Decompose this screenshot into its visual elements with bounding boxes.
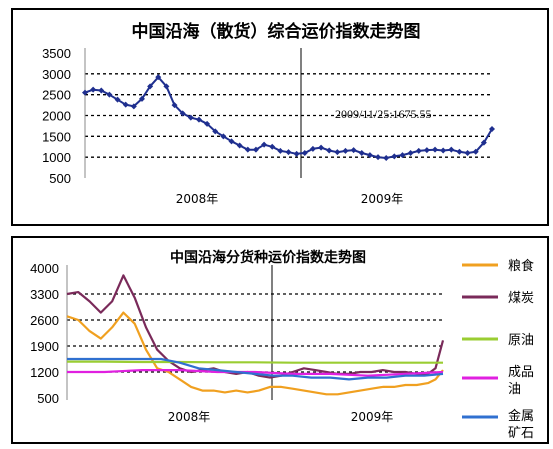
- cargo-index-chart-panel: [11, 236, 549, 444]
- data-point: [122, 101, 129, 108]
- series-line-原油: [67, 360, 443, 364]
- series-line-金属矿石: [67, 357, 444, 381]
- chart1-xtick-2009: 2009年: [361, 192, 404, 206]
- data-point: [212, 128, 219, 135]
- ytick-label-1500: 1500: [42, 129, 71, 144]
- chart2-legend: 粮食 煤炭 原油 成品 油 金属 矿石: [462, 258, 534, 441]
- ytick-label-4000: 4000: [30, 261, 59, 276]
- series-line-成品油: [67, 369, 444, 377]
- data-point: [342, 147, 349, 154]
- data-point: [407, 150, 414, 156]
- data-point: [350, 147, 357, 154]
- legend-label-metal-ore-line2: 矿石: [508, 426, 534, 441]
- chart2-series: [66, 274, 445, 396]
- legend-label-crude-oil: 原油: [508, 333, 534, 348]
- data-point: [98, 87, 105, 94]
- data-point: [366, 152, 373, 159]
- data-point: [82, 89, 88, 96]
- chart1-grid: [85, 73, 492, 158]
- ytick-label-1200: 1200: [30, 365, 59, 380]
- chart2-grid: [67, 293, 443, 373]
- data-point: [415, 147, 422, 154]
- data-point: [204, 120, 211, 127]
- ytick-label-3000: 3000: [42, 67, 71, 82]
- ytick-label-2600: 2600: [30, 313, 59, 328]
- chart1-y-axis: 3500 3000 2500 2000 1500 1000 500: [42, 46, 71, 186]
- data-point: [269, 143, 276, 150]
- data-point: [277, 147, 284, 154]
- data-point: [480, 139, 487, 146]
- chart2-xtick-2009: 2009年: [351, 410, 394, 424]
- ytick-label-1000: 1000: [42, 150, 71, 165]
- data-point: [432, 146, 439, 153]
- data-point: [358, 150, 365, 156]
- data-point: [130, 103, 137, 110]
- data-point: [106, 91, 113, 98]
- data-point: [391, 153, 398, 160]
- data-point: [261, 141, 268, 148]
- legend-label-refined-oil-line1: 成品: [508, 365, 534, 380]
- data-point: [464, 150, 471, 156]
- data-point: [179, 110, 186, 117]
- data-point: [155, 74, 162, 81]
- data-point: [163, 83, 170, 90]
- data-point: [399, 152, 406, 159]
- composite-index-chart-panel: [11, 8, 549, 226]
- ytick-label-3500: 3500: [42, 46, 71, 61]
- data-point: [472, 148, 479, 155]
- series-line-煤炭: [66, 274, 445, 379]
- data-point: [423, 147, 430, 154]
- legend-label-refined-oil-line2: 油: [508, 382, 521, 397]
- data-point: [456, 148, 463, 155]
- ytick-label-2500: 2500: [42, 88, 71, 103]
- data-point: [171, 102, 178, 109]
- data-point: [375, 154, 382, 161]
- chart1-xtick-2008: 2008年: [176, 192, 219, 206]
- data-point: [195, 116, 202, 123]
- data-point: [326, 147, 333, 154]
- legend-label-metal-ore-line1: 金属: [508, 408, 534, 424]
- data-point: [244, 146, 251, 153]
- data-point: [383, 155, 390, 161]
- data-point: [285, 149, 292, 156]
- data-point: [334, 149, 341, 156]
- ytick-label-1900: 1900: [30, 339, 59, 354]
- data-point: [114, 96, 121, 103]
- legend-label-coal: 煤炭: [508, 291, 534, 306]
- chart2-title: 中国沿海分货种运价指数走势图: [170, 249, 366, 266]
- ytick-label-2000: 2000: [42, 109, 71, 124]
- chart2-xtick-2008: 2008年: [168, 410, 211, 424]
- chart1-series: [82, 74, 495, 161]
- data-point: [252, 146, 259, 153]
- data-point: [448, 146, 455, 153]
- ytick-label-500: 500: [37, 391, 59, 406]
- data-point: [318, 144, 325, 151]
- chart1-annotation: 2009/11/25:1675.55: [335, 107, 432, 121]
- chart1-title: 中国沿海（散货）综合运价指数走势图: [132, 21, 421, 42]
- ytick-label-3300: 3300: [30, 287, 59, 302]
- data-point: [147, 83, 154, 90]
- data-point: [301, 150, 308, 156]
- data-point: [138, 95, 145, 102]
- chart2-y-axis: 4000 3300 2600 1900 1200 500: [30, 261, 59, 406]
- data-point: [187, 114, 194, 121]
- data-point: [309, 145, 316, 152]
- data-point: [220, 133, 227, 140]
- data-point: [293, 150, 300, 157]
- legend-label-grain: 粮食: [508, 258, 534, 274]
- ytick-label-500: 500: [49, 171, 71, 186]
- series-line-粮食: [66, 311, 444, 396]
- data-point: [440, 147, 447, 154]
- data-point: [489, 126, 495, 133]
- data-point: [90, 86, 97, 93]
- data-point: [228, 138, 235, 145]
- data-point: [236, 142, 243, 149]
